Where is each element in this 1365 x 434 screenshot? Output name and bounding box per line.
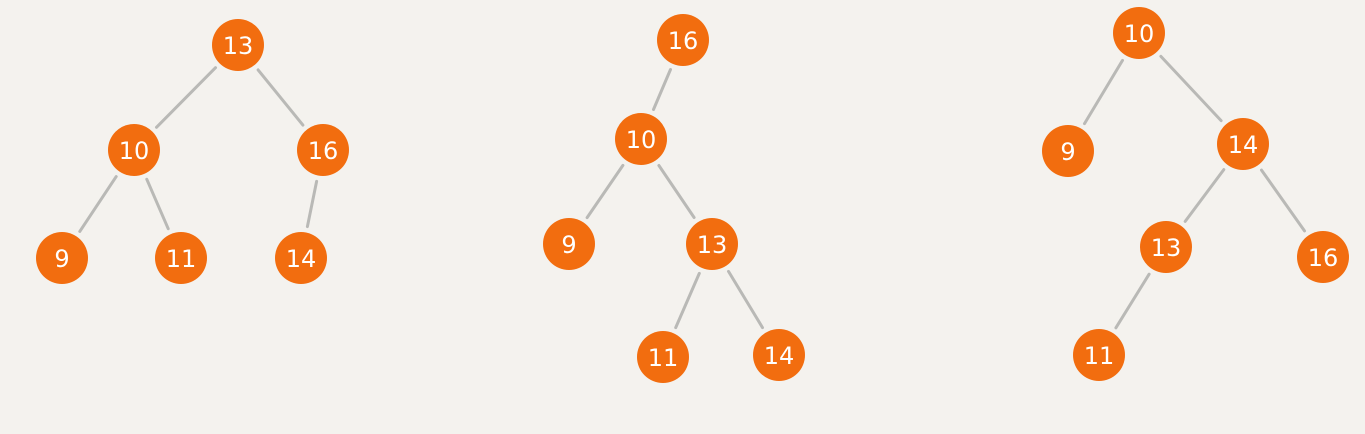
node-circle [1217,118,1269,170]
node-circle [155,232,207,284]
node-circle [212,19,264,71]
tree-node: 13 [686,218,738,270]
node-label: 11 [648,344,679,372]
node-circle [753,329,805,381]
tree-node: 10 [1113,7,1165,59]
tree-node: 11 [155,232,207,284]
tree-node: 13 [212,19,264,71]
tree-edge [305,179,319,229]
tree-node: 10 [615,113,667,165]
node-circle [1042,125,1094,177]
tree-edge [652,68,672,111]
node-circle [686,218,738,270]
node-label: 14 [764,342,795,370]
node-circle [297,124,349,176]
node-circle [108,124,160,176]
node-label: 13 [223,32,254,60]
node-label: 9 [1060,138,1075,166]
node-circle [1140,221,1192,273]
node-label: 16 [308,137,339,165]
tree-edge [145,177,170,231]
node-label: 16 [668,27,699,55]
node-label: 10 [119,137,150,165]
tree-node: 16 [657,14,709,66]
tree-node: 14 [1217,118,1269,170]
tree-node: 14 [753,329,805,381]
node-label: 14 [1228,131,1259,159]
tree-edge [1183,168,1226,223]
tree-edge [657,164,696,219]
node-circle [1073,329,1125,381]
tree-node: 9 [36,232,88,284]
tree-node: 9 [1042,125,1094,177]
node-label: 16 [1308,244,1339,272]
node-circle [637,331,689,383]
node-label: 11 [166,245,197,273]
nodes-layer: 13 10 16 9 11 14 16 10 9 13 11 14 10 9 14 13 16 11 [36,7,1349,383]
node-label: 13 [1151,234,1182,262]
tree-node: 13 [1140,221,1192,273]
tree-edge [155,66,217,129]
tree-node: 10 [108,124,160,176]
node-label: 9 [561,231,576,259]
node-circle [36,232,88,284]
node-circle [657,14,709,66]
tree-node: 9 [543,218,595,270]
tree-edge [78,175,118,233]
node-circle [615,113,667,165]
tree-node: 14 [275,232,327,284]
tree-edge [585,163,625,220]
node-circle [543,218,595,270]
tree-edge [727,269,764,330]
tree-edge [256,68,305,127]
node-label: 10 [626,126,657,154]
node-label: 13 [697,231,728,259]
node-label: 9 [54,245,69,273]
node-label: 10 [1124,20,1155,48]
tree-node: 16 [297,124,349,176]
tree-edge [674,271,701,330]
edges-layer [78,54,1306,330]
tree-edge [1083,58,1124,126]
node-label: 14 [286,245,317,273]
node-label: 11 [1084,342,1115,370]
tree-edge [1260,168,1306,233]
tree-node: 16 [1297,231,1349,283]
node-circle [1113,7,1165,59]
tree-edge [1114,272,1151,330]
node-circle [275,232,327,284]
node-circle [1297,231,1349,283]
tree-node: 11 [637,331,689,383]
tree-node: 11 [1073,329,1125,381]
tree-edge [1159,54,1223,123]
